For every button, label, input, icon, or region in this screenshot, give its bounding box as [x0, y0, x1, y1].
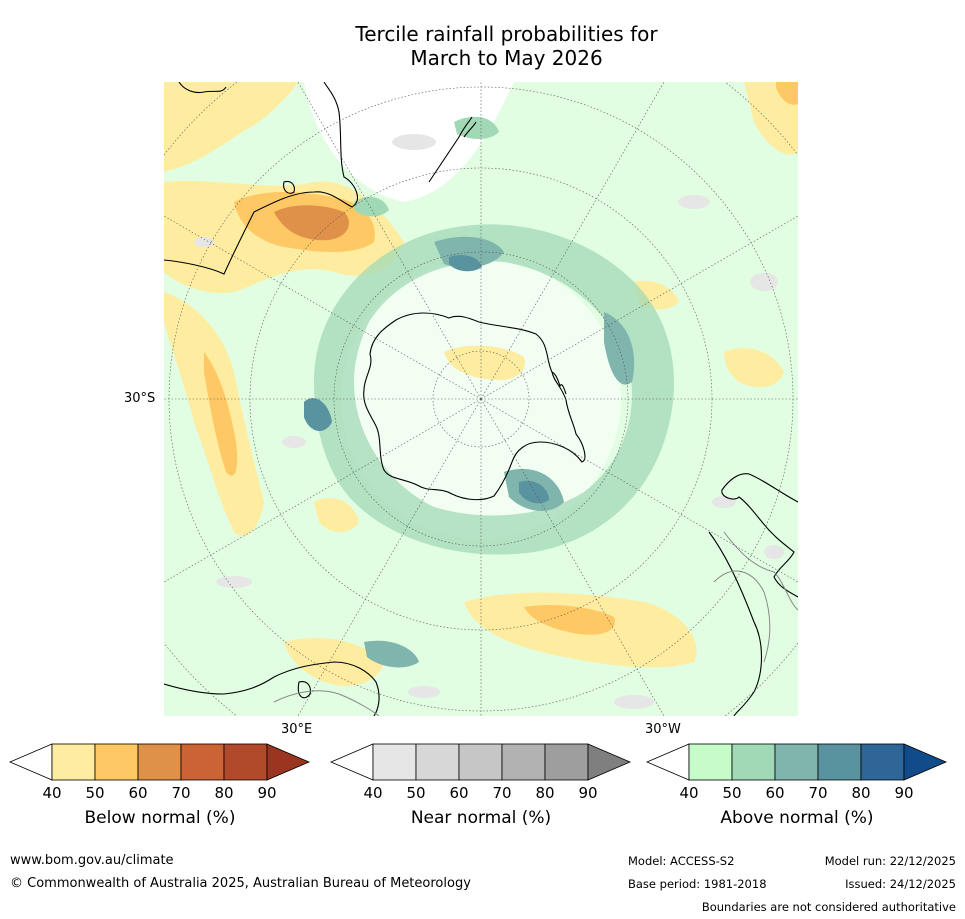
footer-model: Model: ACCESS-S2: [628, 854, 735, 868]
colorbar-tick-label: 70: [808, 784, 828, 802]
lon-label-30w: 30°W: [645, 722, 681, 737]
colorbar-bin: [688, 743, 733, 781]
colorbar-near-normal: [329, 743, 632, 781]
africa-coastline: [164, 661, 380, 716]
colorbar-tick-label: 80: [535, 784, 555, 802]
colorbar-bin: [415, 743, 460, 781]
map-title-line2: March to May 2026: [410, 46, 603, 70]
top-left-land: [178, 82, 227, 94]
colorbar-bin: [731, 743, 776, 781]
colorbar-bin: [817, 743, 862, 781]
colorbar-tick-label: 40: [679, 784, 699, 802]
colorbar-under-arrow: [329, 743, 374, 781]
colorbar-graphic: [8, 743, 311, 781]
colorbar-graphic: [329, 743, 632, 781]
colorbar-bin: [51, 743, 96, 781]
new-zealand-coastline: [428, 116, 477, 183]
map-canvas: [164, 82, 798, 716]
footer-issued: Issued: 24/12/2025: [845, 877, 956, 891]
colorbar-near-normal-title: Near normal (%): [410, 808, 552, 828]
graticule: [164, 82, 798, 716]
map-title-line1: Tercile rainfall probabilities for: [355, 22, 658, 46]
colorbar-tick-label: 90: [894, 784, 914, 802]
colorbar-bin: [94, 743, 139, 781]
south-america-boundary: [713, 531, 798, 663]
antarctic-peninsula: [551, 371, 567, 395]
colorbar-tick-label: 90: [257, 784, 277, 802]
footer-disclaimer: Boundaries are not considered authoritat…: [701, 900, 956, 914]
colorbar-tick-label: 50: [406, 784, 426, 802]
colorbar-above-normal: [645, 743, 948, 781]
colorbar-bin: [137, 743, 182, 781]
colorbar-bin: [774, 743, 819, 781]
footer-base-period: Base period: 1981-2018: [628, 877, 767, 891]
colorbar-tick-label: 50: [85, 784, 105, 802]
colorbar-bin: [372, 743, 417, 781]
africa-boundary: [273, 690, 380, 716]
colorbar-bin: [458, 743, 503, 781]
colorbar-over-arrow: [903, 743, 948, 781]
colorbar-tick-label: 40: [42, 784, 62, 802]
footer-copyright: © Commonwealth of Australia 2025, Austra…: [10, 876, 471, 891]
colorbar-over-arrow: [587, 743, 632, 781]
colorbar-over-arrow: [266, 743, 311, 781]
colorbar-bin: [180, 743, 225, 781]
colorbar-tick-label: 40: [363, 784, 383, 802]
colorbar-tick-label: 80: [214, 784, 234, 802]
colorbar-below-normal-title: Below normal (%): [84, 808, 236, 828]
tasmania: [283, 180, 295, 194]
footer-website: www.bom.gov.au/climate: [10, 853, 174, 868]
colorbar-tick-label: 50: [722, 784, 742, 802]
south-america-east: [708, 531, 762, 716]
map-title: Tercile rainfall probabilities for March…: [0, 22, 965, 70]
colorbar-tick-label: 60: [128, 784, 148, 802]
colorbar-tick-label: 70: [171, 784, 191, 802]
map-panel: [164, 82, 798, 716]
lat-label-30s: 30°S: [124, 391, 156, 406]
footer-model-run: Model run: 22/12/2025: [824, 854, 956, 868]
colorbar-graphic: [645, 743, 948, 781]
colorbar-tick-label: 70: [492, 784, 512, 802]
colorbar-bin: [501, 743, 546, 781]
colorbar-tick-label: 60: [765, 784, 785, 802]
lon-label-30e: 30°E: [281, 722, 313, 737]
colorbar-tick-label: 80: [851, 784, 871, 802]
colorbar-bin: [223, 743, 268, 781]
australia-coastline: [164, 82, 358, 275]
colorbar-bin: [544, 743, 589, 781]
colorbar-tick-label: 90: [578, 784, 598, 802]
colorbar-above-normal-title: Above normal (%): [720, 808, 874, 828]
colorbar-tick-label: 60: [449, 784, 469, 802]
colorbar-under-arrow: [8, 743, 53, 781]
colorbar-under-arrow: [645, 743, 690, 781]
madagascar: [297, 681, 311, 699]
antarctica-coastline: [363, 312, 586, 501]
colorbar-bin: [860, 743, 905, 781]
south-america-coastline: [721, 473, 798, 598]
colorbar-below-normal: [8, 743, 311, 781]
